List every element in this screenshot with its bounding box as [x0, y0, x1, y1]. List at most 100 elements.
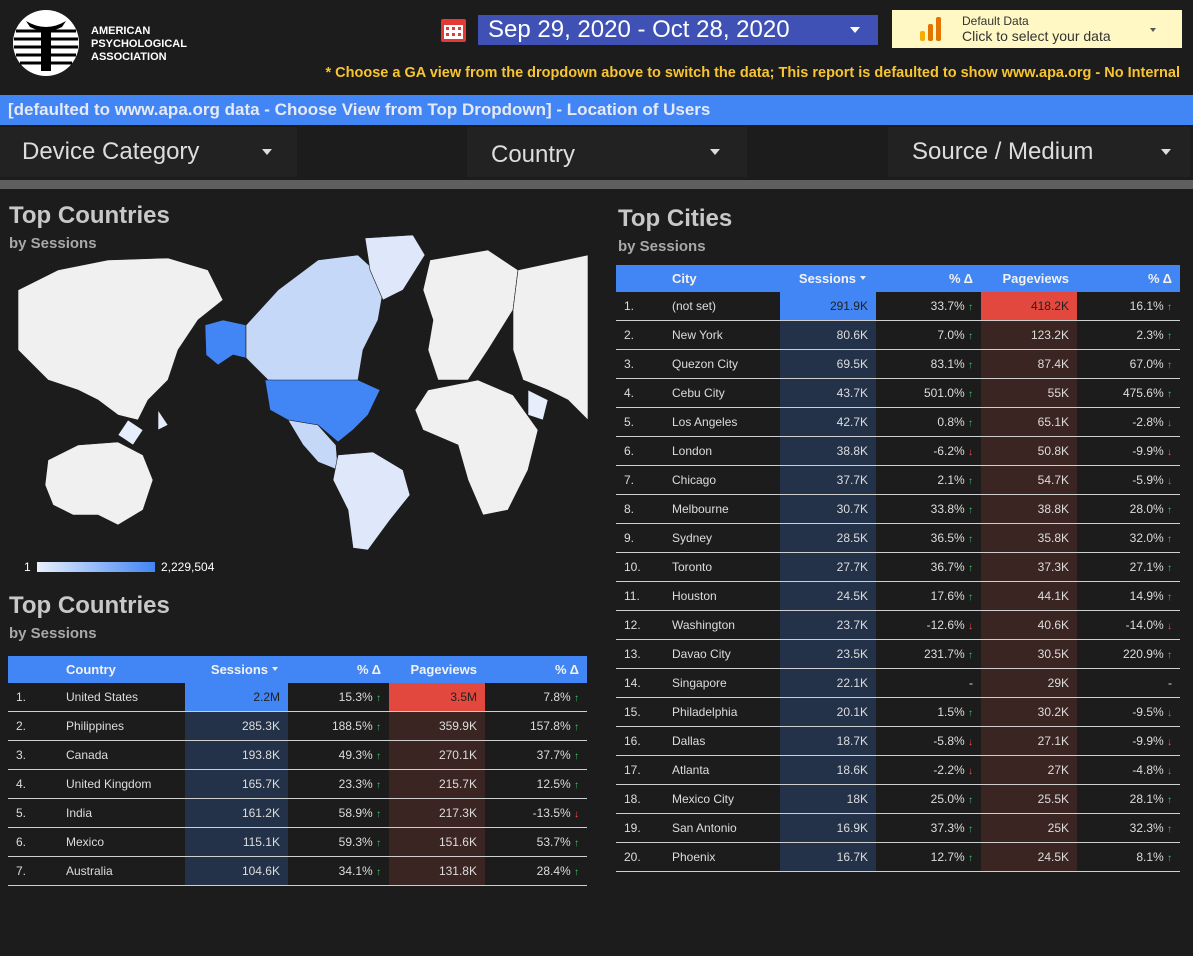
- table-cell: 285.3K: [185, 712, 288, 740]
- table-cell: 151.6K: [389, 828, 485, 856]
- table-cell: Dallas: [672, 734, 706, 748]
- table-cell: Melbourne: [672, 502, 729, 516]
- table-cell: 50.8K: [981, 437, 1077, 465]
- table-cell: 2.3% ↑: [1136, 328, 1172, 342]
- cities-table: City Sessions % Δ Pageviews % Δ 1. (not set) 29…: [616, 265, 1180, 875]
- column-header[interactable]: % Δ: [948, 271, 973, 286]
- banner: [defaulted to www.apa.org data - Choose …: [0, 95, 1193, 125]
- table-cell: San Antonio: [672, 821, 737, 835]
- table-cell: 7.: [16, 864, 27, 878]
- column-header[interactable]: Sessions: [798, 271, 856, 286]
- date-range-picker[interactable]: Sep 29, 2020 - Oct 28, 2020: [478, 15, 878, 45]
- table-cell: 35.8K: [981, 524, 1077, 552]
- table-row: 4. Cebu City 43.7K 501.0% ↑ 55K 475.6% ↑: [616, 379, 1180, 408]
- table-cell: Houston: [672, 589, 717, 603]
- table-cell: 8.: [624, 502, 635, 516]
- table-cell: 37.3K: [981, 553, 1077, 581]
- column-header[interactable]: Country: [66, 662, 116, 677]
- table-cell: 7.: [624, 473, 635, 487]
- filter-dropdown[interactable]: Source / Medium: [888, 127, 1190, 177]
- table-cell: 27.1K: [981, 727, 1077, 755]
- table-cell: London: [672, 444, 713, 458]
- table-cell: 11.: [624, 589, 640, 603]
- column-header[interactable]: Pageviews: [1002, 271, 1070, 286]
- table-cell: 359.9K: [389, 712, 485, 740]
- legend-min: 1: [24, 560, 31, 574]
- column-header[interactable]: Pageviews: [410, 662, 478, 677]
- column-header[interactable]: City: [672, 271, 697, 286]
- table-cell: 30.7K: [780, 495, 876, 523]
- table-cell: -9.5% ↓: [1132, 705, 1172, 719]
- table-cell: 34.1% ↑: [338, 864, 381, 878]
- table-cell: -2.8% ↓: [1132, 415, 1172, 429]
- table-cell: 193.8K: [185, 741, 288, 769]
- table-row: 1. (not set) 291.9K 33.7% ↑ 418.2K 16.1% ↑: [616, 292, 1180, 321]
- table-cell: Washington: [672, 618, 735, 632]
- table-cell: 29K: [981, 669, 1077, 697]
- table-cell: 36.7% ↑: [930, 560, 973, 574]
- table-cell: 25K: [981, 814, 1077, 842]
- column-header[interactable]: % Δ: [356, 662, 381, 677]
- table-subtitle: by Sessions: [618, 238, 706, 255]
- sort-icon: [272, 667, 278, 671]
- table-row: 3. Quezon City 69.5K 83.1% ↑ 87.4K 67.0% ↑: [616, 350, 1180, 379]
- table-row: 3. Canada 193.8K 49.3% ↑ 270.1K 37.7% ↑: [8, 741, 587, 770]
- table-title: Top Cities: [618, 205, 733, 232]
- table-cell: 188.5% ↑: [331, 719, 381, 733]
- column-header[interactable]: Sessions: [210, 662, 268, 677]
- table-cell: 217.3K: [389, 799, 485, 827]
- table-cell: 65.1K: [981, 408, 1077, 436]
- table-cell: 131.8K: [389, 857, 485, 885]
- table-cell: 104.6K: [185, 857, 288, 885]
- table-cell: 69.5K: [780, 350, 876, 378]
- world-map: [18, 234, 588, 551]
- column-header[interactable]: % Δ: [1147, 271, 1172, 286]
- table-cell: 54.7K: [981, 466, 1077, 494]
- banner-text: [defaulted to www.apa.org data - Choose …: [8, 100, 711, 119]
- table-cell: Mexico City: [672, 792, 735, 806]
- table-cell: 53.7% ↑: [536, 835, 579, 849]
- date-range: Sep 29, 2020 - Oct 28, 2020: [488, 16, 790, 43]
- table-row: 14. Singapore 22.1K -29K -: [616, 669, 1180, 698]
- table-cell: 37.7% ↑: [536, 748, 579, 762]
- table-cell: 17.: [624, 763, 641, 777]
- table-cell: -14.0% ↓: [1125, 618, 1172, 632]
- table-cell: 23.3% ↑: [338, 777, 381, 791]
- table-cell: 7.0% ↑: [937, 328, 973, 342]
- filter-dropdown[interactable]: Country: [467, 127, 747, 177]
- table-cell: Mexico: [66, 835, 105, 849]
- calendar-icon[interactable]: [440, 15, 467, 43]
- dashboard: AMERICAN PSYCHOLOGICAL ASSOCIATION Sep 2…: [0, 10, 1193, 886]
- table-cell: 231.7% ↑: [923, 647, 973, 661]
- table-cell: 16.7K: [780, 843, 876, 871]
- table-cell: -6.2% ↓: [933, 444, 973, 458]
- logo-text: PSYCHOLOGICAL: [91, 38, 187, 50]
- table-cell: 18.6K: [780, 756, 876, 784]
- table-cell: Quezon City: [672, 357, 739, 371]
- column-header[interactable]: % Δ: [554, 662, 579, 677]
- table-cell: 501.0% ↑: [923, 386, 973, 400]
- filter-label: Country: [491, 141, 576, 168]
- table-cell: Sydney: [672, 531, 713, 545]
- table-row: 18. Mexico City 18K 25.0% ↑ 25.5K 28.1% ↑: [616, 785, 1180, 814]
- table-cell: Davao City: [672, 647, 731, 661]
- table-cell: 27.7K: [780, 553, 876, 581]
- table-cell: 33.7% ↑: [930, 299, 973, 313]
- table-cell: 8.1% ↑: [1136, 850, 1172, 864]
- table-cell: 18.: [624, 792, 641, 806]
- table-cell: 2.2M: [185, 683, 288, 711]
- data-source-action: Click to select your data: [962, 28, 1111, 44]
- table-cell: 15.3% ↑: [338, 690, 381, 704]
- table-cell: 38.8K: [981, 495, 1077, 523]
- table-cell: 220.9% ↑: [1122, 647, 1172, 661]
- table-cell: -4.8% ↓: [1132, 763, 1172, 777]
- table-cell: 3.: [16, 748, 27, 762]
- map-title: Top Countries: [9, 202, 170, 229]
- table-cell: -9.9% ↓: [1132, 444, 1172, 458]
- filter-dropdown[interactable]: Device Category: [0, 127, 297, 177]
- table-cell: India: [66, 806, 93, 820]
- table-cell: 20.1K: [780, 698, 876, 726]
- data-source-selector[interactable]: Default Data Click to select your data: [892, 10, 1182, 48]
- table-row: 11. Houston 24.5K 17.6% ↑ 44.1K 14.9% ↑: [616, 582, 1180, 611]
- table-cell: 14.: [624, 676, 641, 690]
